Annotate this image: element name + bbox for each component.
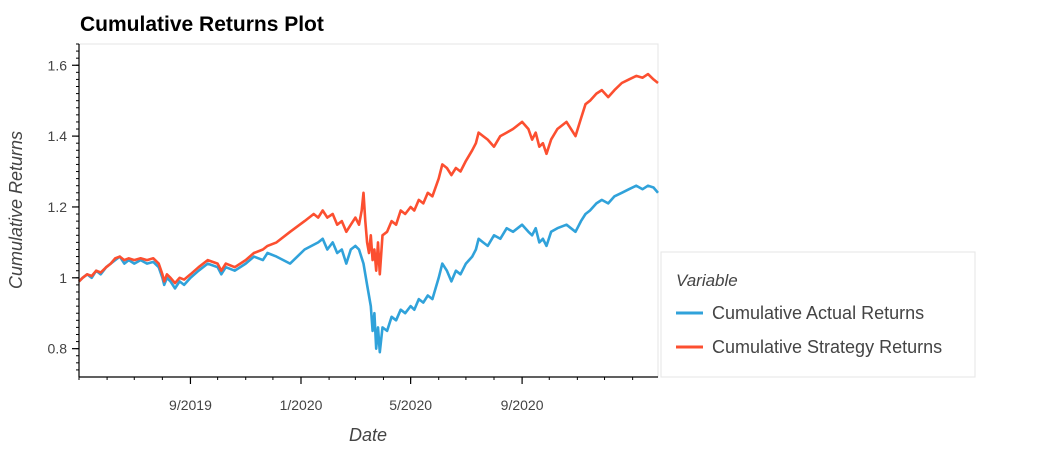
- x-axis-label: Date: [349, 425, 387, 445]
- y-tick-label: 0.8: [48, 341, 68, 357]
- y-tick-label: 1: [59, 270, 67, 286]
- legend-box: [660, 251, 976, 378]
- x-tick-label: 5/2020: [389, 397, 432, 413]
- chart-title: Cumulative Returns Plot: [80, 13, 324, 36]
- plot-area: [78, 43, 659, 378]
- y-tick-label: 1.6: [48, 57, 68, 73]
- legend-label-strategy: Cumulative Strategy Returns: [712, 337, 942, 357]
- x-tick-label: 9/2019: [169, 397, 212, 413]
- x-tick-label: 1/2020: [280, 397, 323, 413]
- series-line-actual: [78, 184, 659, 354]
- y-tick-label: 1.4: [48, 128, 68, 144]
- y-tick-label: 1.2: [48, 199, 68, 215]
- y-axis: 0.8 1 1.2 1.4 1.6: [48, 43, 80, 377]
- legend-title: Variable: [676, 271, 738, 290]
- y-axis-label: Cumulative Returns: [6, 131, 26, 289]
- legend: Variable Cumulative Actual Returns Cumul…: [660, 251, 976, 378]
- series-line-strategy: [78, 72, 659, 285]
- series-layer: [78, 72, 659, 354]
- x-axis: 9/2019 1/2020 5/2020 9/2020: [78, 376, 658, 413]
- legend-label-actual: Cumulative Actual Returns: [712, 303, 924, 323]
- x-tick-label: 9/2020: [501, 397, 544, 413]
